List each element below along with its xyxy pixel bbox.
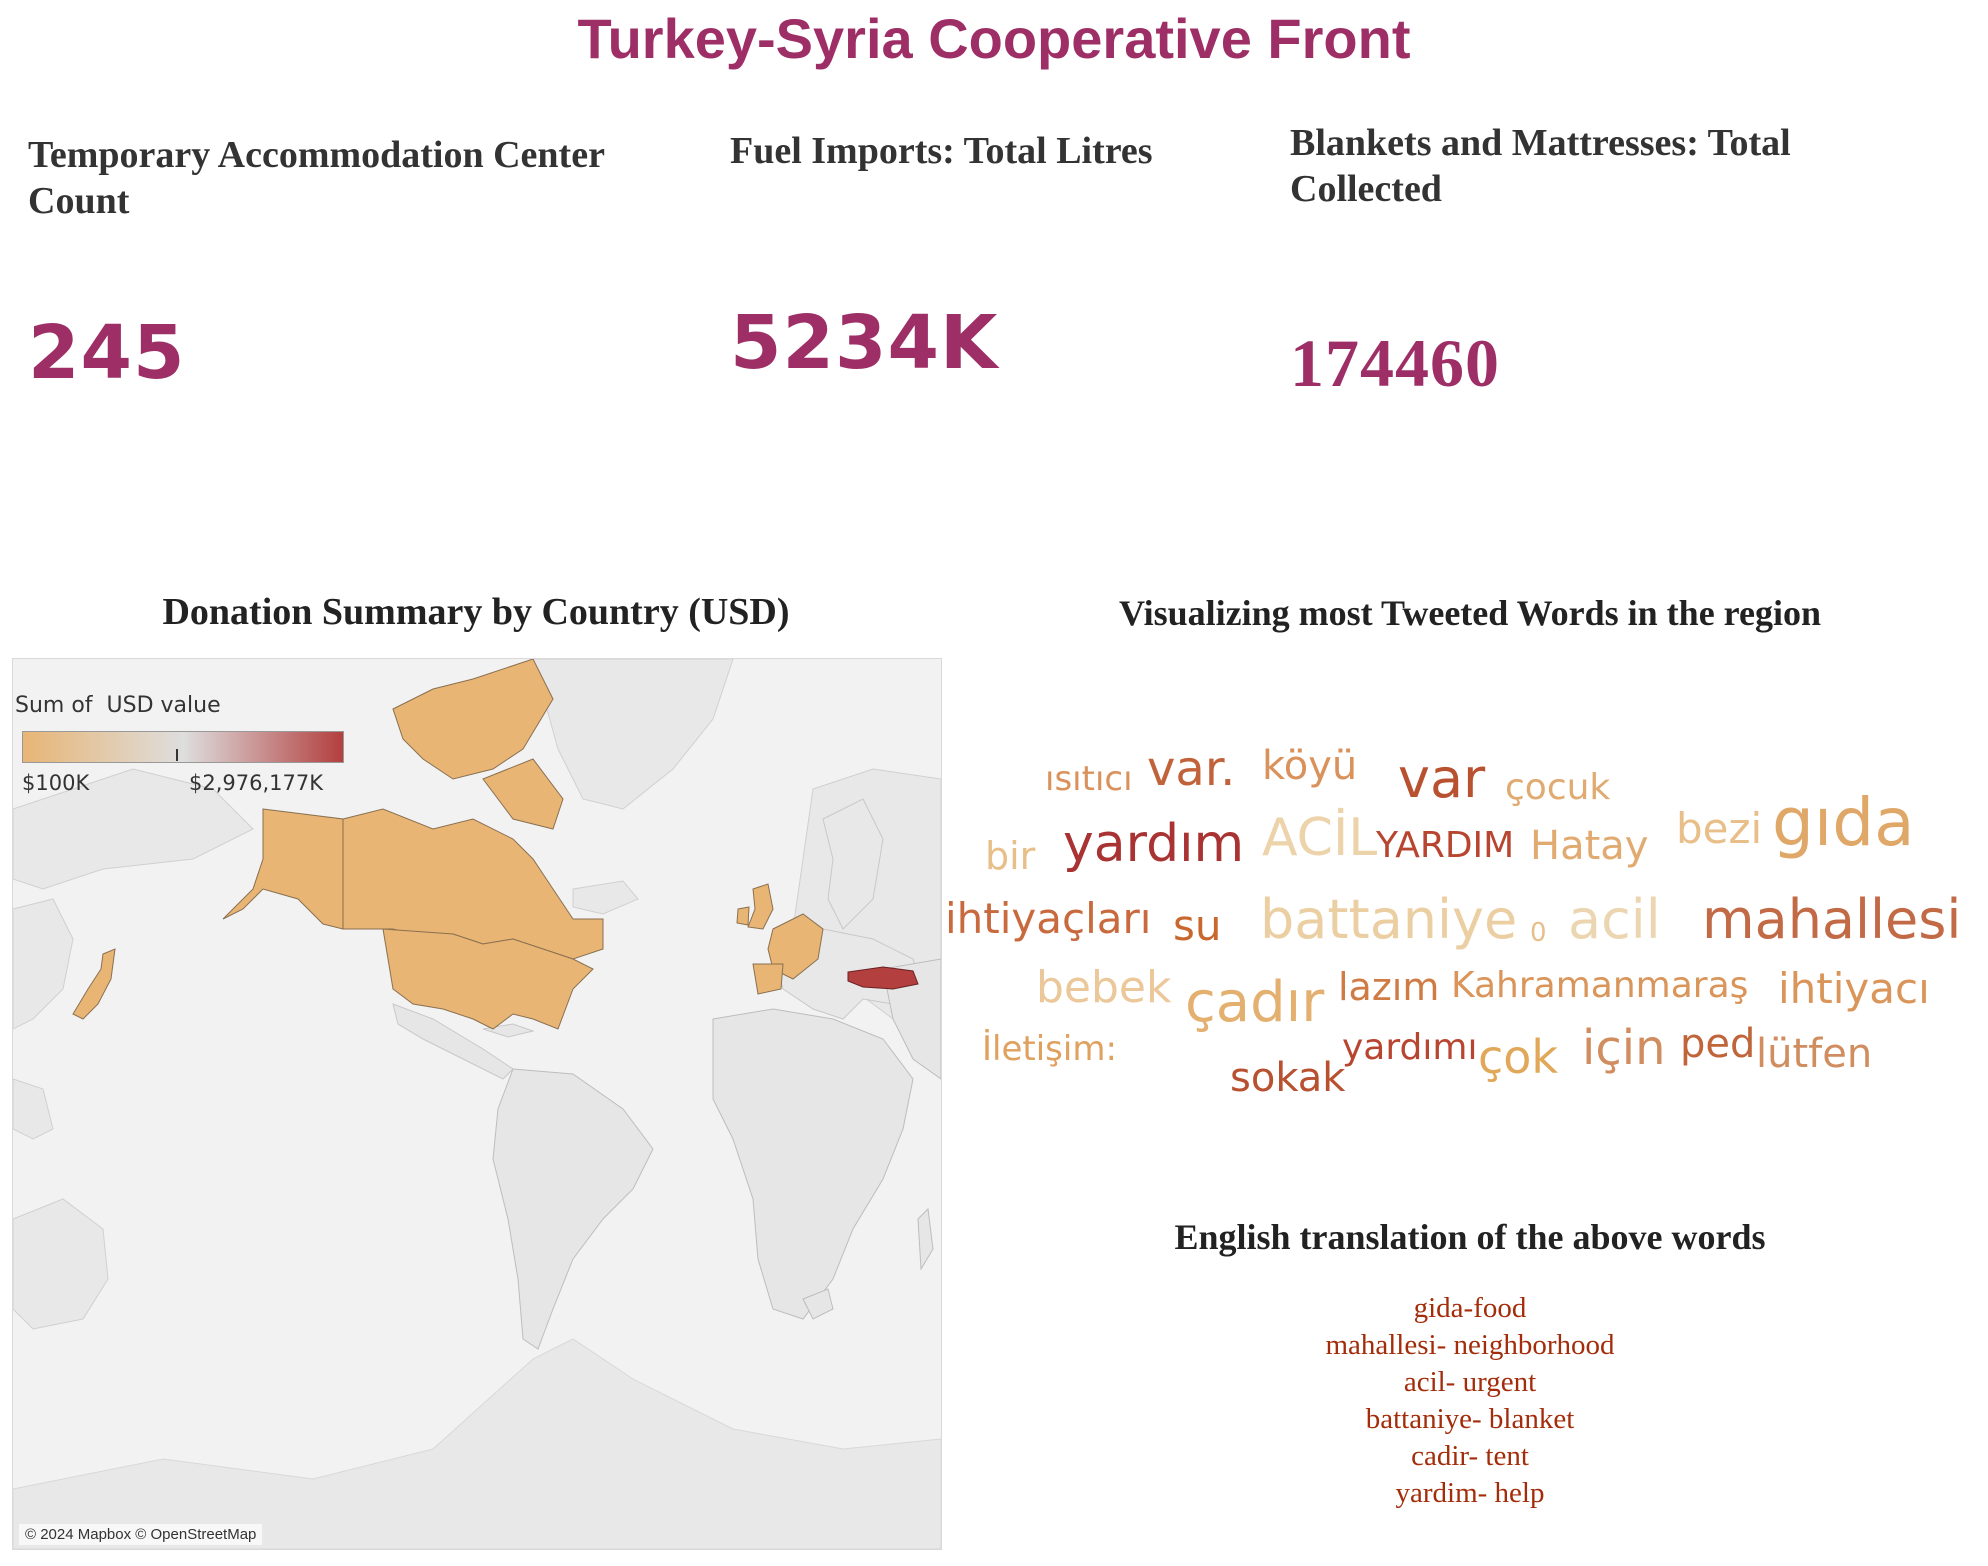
legend-color-scale	[22, 731, 344, 763]
map-land-spain[interactable]	[752, 963, 784, 995]
cloud-word[interactable]: yardım	[1063, 814, 1245, 874]
cloud-word[interactable]: ped	[1680, 1021, 1756, 1067]
translation-item: cadir- tent	[1411, 1440, 1529, 1472]
map-land-canada-arctic[interactable]	[392, 659, 554, 780]
cloud-word[interactable]: battaniye	[1260, 888, 1518, 951]
map-land-japan[interactable]	[72, 948, 116, 1020]
cloud-word[interactable]: var	[1398, 747, 1486, 810]
legend-midpoint-tick	[176, 749, 178, 761]
map-land-baffin[interactable]	[482, 758, 564, 830]
cloud-word[interactable]: acil	[1568, 888, 1661, 951]
map-land-alaska[interactable]	[222, 808, 344, 930]
cloud-word[interactable]: sokak	[1230, 1055, 1346, 1101]
cloud-word[interactable]: için	[1582, 1020, 1666, 1076]
cloud-word[interactable]: gıda	[1772, 784, 1915, 861]
map-land-central-america	[392, 1003, 514, 1080]
dashboard-title: Turkey-Syria Cooperative Front	[577, 7, 1411, 70]
map-land-iceland	[572, 880, 639, 915]
legend-min-value: $100K	[22, 771, 90, 795]
donation-map[interactable]: Sum of USD value $100K $2,976,177K © 202…	[12, 658, 942, 1550]
cloud-word[interactable]: çocuk	[1505, 767, 1611, 808]
map-title: Donation Summary by Country (USD)	[162, 591, 790, 633]
cloud-word[interactable]: YARDIM	[1376, 825, 1515, 866]
wordcloud-title: Visualizing most Tweeted Words in the re…	[1118, 593, 1822, 633]
map-land-south-america	[492, 1068, 654, 1350]
cloud-word[interactable]: Kahramanmaraş	[1451, 965, 1749, 1006]
map-land-africa	[712, 1008, 914, 1320]
cloud-word[interactable]: İletişim:	[982, 1029, 1117, 1069]
map-land-ireland[interactable]	[736, 906, 750, 926]
cloud-word[interactable]: lazım	[1338, 965, 1440, 1009]
map-land-usa[interactable]	[382, 928, 594, 1030]
kpi-accommodation-value: 245	[28, 310, 186, 396]
translation-item: battaniye- blanket	[1365, 1403, 1575, 1435]
cloud-word[interactable]: çok	[1478, 1030, 1559, 1084]
cloud-word[interactable]: yardımı	[1342, 1027, 1478, 1068]
translation-item: acil- urgent	[1403, 1366, 1537, 1398]
cloud-word[interactable]: su	[1173, 901, 1222, 950]
map-land-australia	[13, 1198, 109, 1330]
translations-title: English translation of the above words	[1174, 1217, 1766, 1257]
map-land-uk[interactable]	[747, 883, 774, 930]
cloud-word[interactable]: 0	[1530, 918, 1547, 948]
cloud-word[interactable]: ısıtıcı	[1045, 759, 1133, 799]
cloud-word[interactable]: ACİL	[1262, 808, 1378, 868]
map-land-eurasia	[13, 768, 254, 890]
cloud-word[interactable]: çadır	[1185, 970, 1325, 1035]
cloud-word[interactable]: ihtiyaçları	[945, 894, 1152, 943]
kpi-accommodation-label: Temporary Accommodation Center Count	[28, 134, 605, 222]
map-attribution[interactable]: © 2024 Mapbox © OpenStreetMap	[19, 1524, 263, 1545]
cloud-word[interactable]: köyü	[1262, 743, 1358, 789]
cloud-word[interactable]: var.	[1147, 741, 1236, 797]
cloud-word[interactable]: Hatay	[1530, 823, 1649, 869]
translation-item: gida-food	[1413, 1292, 1527, 1324]
translations-list: gida-food mahallesi- neighborhood acil- …	[1170, 1290, 1770, 1512]
map-land-middle-east	[882, 958, 941, 1080]
map-land-greenland	[532, 659, 734, 810]
cloud-word[interactable]: ihtiyacı	[1778, 964, 1930, 1013]
map-land-southeast-asia	[13, 1078, 54, 1140]
map-land-western-europe[interactable]	[767, 913, 824, 980]
legend-max-value: $2,976,177K	[189, 771, 324, 795]
cloud-word[interactable]: bezi	[1676, 804, 1763, 853]
map-land-south-africa	[802, 1288, 834, 1320]
map-canvas[interactable]	[13, 659, 941, 1549]
kpi-fuel-value: 5234K	[730, 300, 999, 386]
cloud-word[interactable]: lütfen	[1756, 1031, 1873, 1077]
cloud-word[interactable]: mahallesi	[1702, 888, 1962, 951]
map-land-antarctica	[13, 1338, 941, 1549]
map-land-east-asia	[13, 898, 74, 1030]
translation-item: mahallesi- neighborhood	[1325, 1329, 1615, 1361]
translation-item: yardim- help	[1395, 1477, 1545, 1509]
legend-title: Sum of USD value	[15, 693, 221, 718]
cloud-word[interactable]: bebek	[1036, 962, 1172, 1013]
map-land-scandinavia	[822, 798, 884, 930]
map-land-turkey[interactable]	[847, 966, 919, 990]
kpi-fuel-label: Fuel Imports: Total Litres	[730, 130, 1153, 172]
map-land-madagascar	[917, 1207, 934, 1271]
kpi-blankets-value: 174460	[1290, 325, 1500, 401]
cloud-word[interactable]: bir	[985, 834, 1036, 878]
kpi-blankets-label: Blankets and Mattresses: Total Collected	[1290, 122, 1791, 210]
